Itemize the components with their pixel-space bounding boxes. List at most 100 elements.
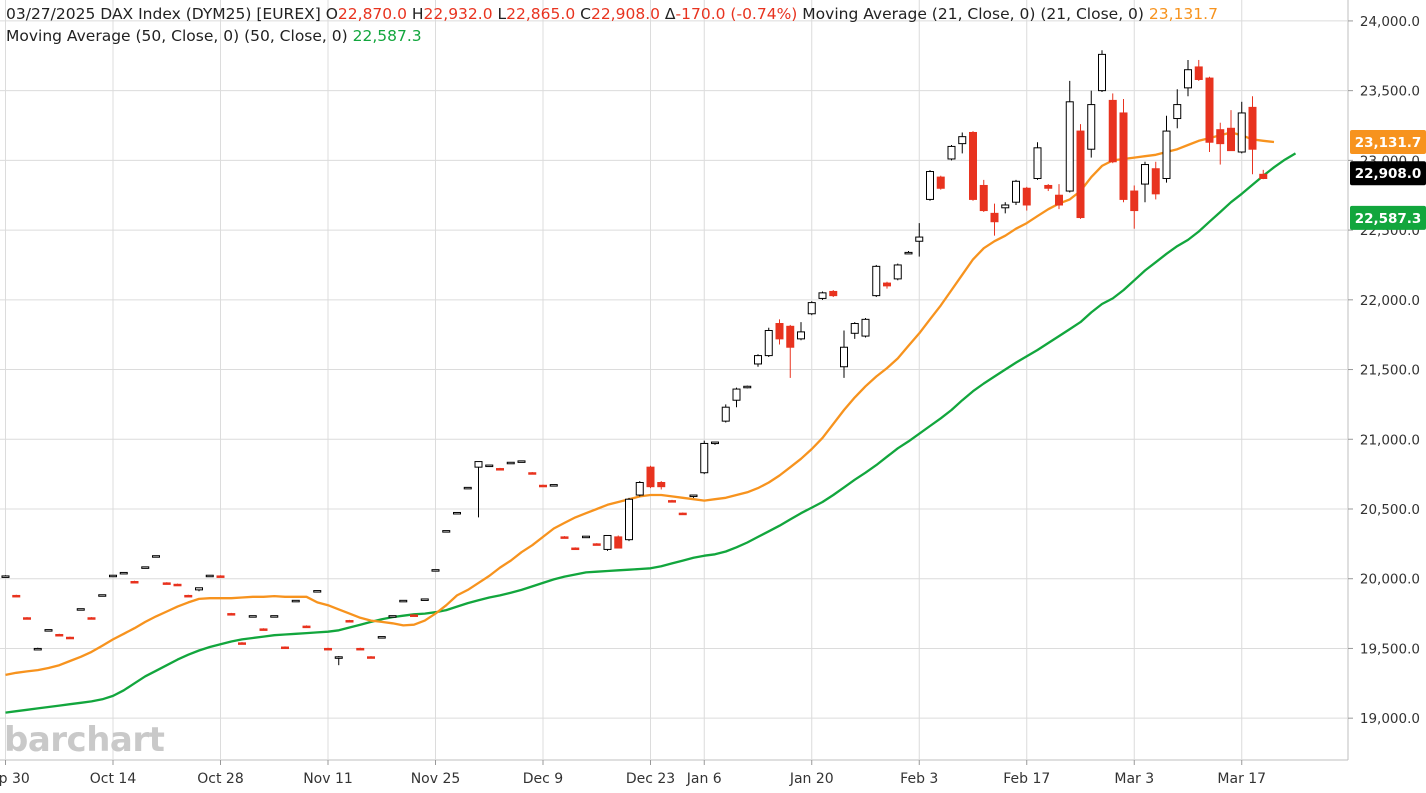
candle-body (958, 136, 967, 145)
candle (721, 404, 730, 423)
candle-body (334, 656, 343, 659)
candle-body (840, 346, 848, 368)
candle-body (420, 598, 429, 601)
candle (248, 615, 257, 618)
close-value: 22,908.0 (590, 5, 660, 23)
candle-body (506, 461, 515, 465)
candle-body (893, 264, 902, 280)
candle (711, 441, 719, 445)
candle (324, 647, 332, 651)
y-tick-label: 22,000.0 (1360, 293, 1420, 309)
candle-body (1108, 99, 1117, 163)
candle (442, 530, 451, 533)
candle (893, 263, 902, 281)
candle (98, 594, 107, 597)
candle-body (109, 574, 117, 578)
candle-body (775, 323, 784, 340)
candle (1184, 59, 1192, 97)
candle-body (66, 636, 74, 640)
candle (1162, 115, 1171, 183)
y-tick-label: 19,500.0 (1360, 641, 1420, 657)
candle-body (238, 642, 246, 645)
candle-body (700, 442, 709, 474)
candle (485, 464, 494, 468)
candle (109, 574, 117, 578)
y-tick-label: 21,500.0 (1360, 363, 1420, 379)
candle-body (184, 594, 193, 598)
candle-body (721, 406, 730, 422)
price-tag-bg (1350, 205, 1426, 230)
candle-body (98, 594, 107, 597)
x-tick-label: Feb 3 (900, 771, 938, 787)
candle (818, 291, 827, 300)
price-tag-label: 22,587.3 (1355, 211, 1422, 227)
candle (463, 486, 472, 490)
candle (1259, 169, 1268, 180)
candle (840, 330, 848, 378)
x-tick-label: Oct 14 (90, 771, 137, 787)
price-tag: 22,908.0 (1350, 161, 1426, 186)
candle-body (1141, 164, 1149, 185)
candle-body (152, 555, 160, 558)
candle (614, 535, 623, 549)
open-label: O (325, 5, 338, 23)
candle (1205, 76, 1214, 152)
candle-body (23, 617, 31, 620)
candle (216, 575, 225, 578)
candle (560, 536, 569, 539)
candle (990, 203, 999, 236)
candle-body (625, 498, 633, 541)
candle-body (754, 355, 762, 365)
candle (1055, 184, 1063, 210)
candle-body (1033, 147, 1042, 179)
candle-body (818, 292, 827, 299)
candle (646, 465, 655, 489)
candle-body (1, 575, 10, 578)
candle (1237, 101, 1246, 154)
candle-body (711, 441, 719, 445)
candle-body (281, 646, 289, 650)
ma21-value: 23,131.7 (1148, 5, 1218, 23)
candle (23, 617, 31, 620)
candle-body (474, 461, 483, 468)
candle-body (1119, 112, 1128, 200)
candle (313, 590, 322, 593)
candle-body (990, 212, 999, 223)
candle (904, 251, 913, 255)
candle (1065, 80, 1074, 193)
candle (958, 132, 967, 154)
candle-body (55, 633, 64, 637)
price-tag-label: 23,131.7 (1355, 135, 1422, 151)
candle (1227, 110, 1235, 152)
candle (1, 575, 10, 578)
candle-body (162, 582, 171, 585)
header-symbol: DAX Index (DYM25) [EUREX] (100, 5, 321, 23)
y-tick-label: 20,500.0 (1360, 502, 1420, 518)
candle (539, 484, 547, 488)
candle (270, 615, 279, 618)
candle (732, 387, 741, 408)
candle (582, 535, 590, 539)
candle-body (1162, 130, 1171, 179)
candle (947, 145, 956, 161)
candle (1098, 50, 1106, 93)
candle-body (44, 629, 53, 632)
price-tag: 22,587.3 (1350, 205, 1426, 230)
candle (829, 290, 838, 298)
candle-body (119, 571, 128, 575)
candle-body (592, 543, 601, 546)
candle-body (388, 615, 397, 618)
candle-body (496, 468, 504, 471)
candle-body (764, 329, 773, 357)
candle-body (1098, 53, 1106, 92)
candle (754, 354, 762, 367)
candle-body (872, 265, 881, 297)
candle (915, 223, 924, 257)
candle (635, 481, 644, 497)
candle-body (442, 530, 451, 533)
candle (410, 614, 418, 617)
ma21-name: Moving Average (21, Close, 0) (802, 5, 1036, 23)
candle-body (1237, 112, 1246, 153)
candle (668, 499, 676, 503)
